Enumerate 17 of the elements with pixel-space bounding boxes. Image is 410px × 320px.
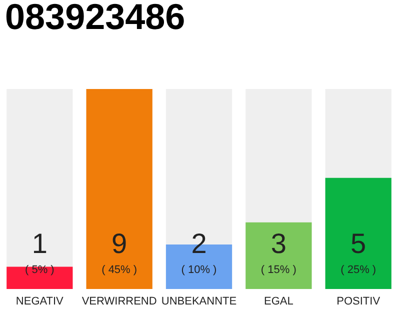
data-label: 1 — [32, 228, 48, 259]
chart-title: 083923486 — [5, 0, 186, 37]
data-label: 9 — [112, 228, 128, 259]
data-label: 2 — [191, 228, 207, 259]
x-tick-label: UNBEKANNTE — [161, 296, 237, 308]
annotation: ( 15% ) — [260, 264, 296, 276]
x-tick-label: NEGATIV — [16, 296, 64, 308]
data-label: 3 — [270, 228, 286, 259]
x-tick-label: VERWIRREND — [82, 296, 157, 308]
annotation: ( 25% ) — [340, 264, 376, 276]
x-tick-label: EGAL — [264, 296, 294, 308]
data-label: 5 — [350, 228, 366, 259]
bar — [6, 266, 73, 289]
annotation: ( 45% ) — [102, 264, 138, 276]
annotation: ( 5% ) — [24, 264, 54, 276]
annotation: ( 10% ) — [181, 264, 217, 276]
x-tick-label: POSITIV — [336, 296, 381, 308]
